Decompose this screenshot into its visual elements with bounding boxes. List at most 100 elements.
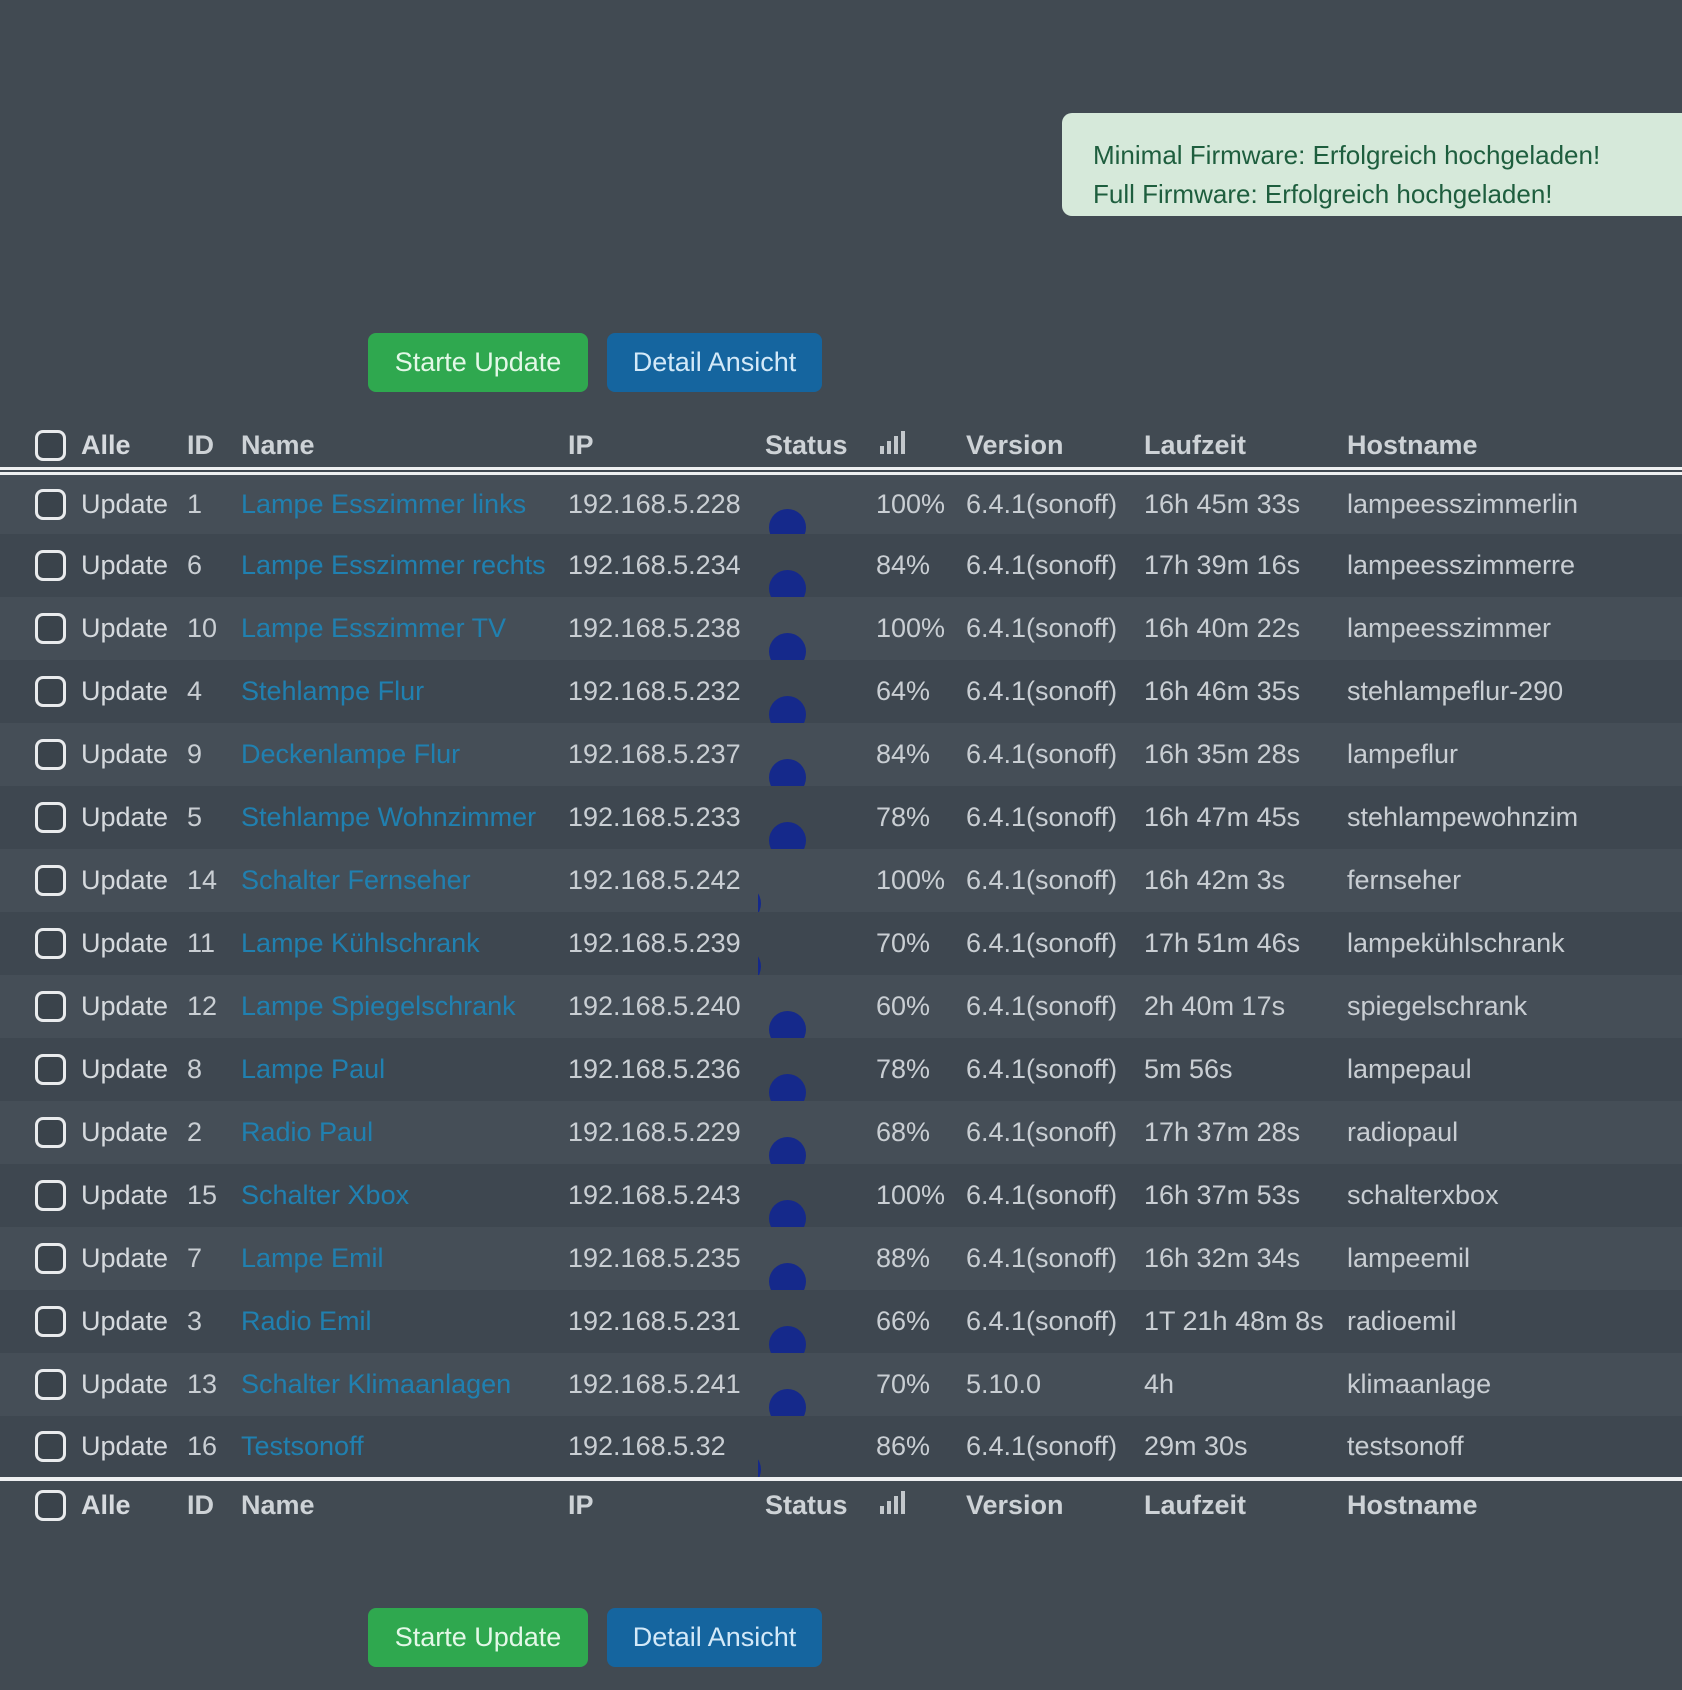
update-checkbox[interactable] — [35, 489, 66, 520]
footer-signal-strength-icon — [876, 1490, 905, 1514]
device-row: Update 1 Lampe Esszimmer links 192.168.5… — [0, 471, 1682, 534]
device-ip: 192.168.5.239 — [568, 928, 741, 958]
device-row: Update 13 Schalter Klimaanlagen 192.168.… — [0, 1353, 1682, 1416]
device-id: 12 — [187, 991, 218, 1021]
footer-status: Status — [758, 1477, 868, 1529]
device-name-link[interactable]: Schalter Klimaanlagen — [241, 1369, 512, 1399]
footer-select-all-checkbox[interactable] — [35, 1489, 66, 1521]
device-hostname: radioemil — [1347, 1306, 1457, 1336]
update-label: Update — [81, 1117, 169, 1147]
device-id: 4 — [187, 676, 203, 706]
toggle-knob — [758, 884, 761, 912]
device-row: Update 6 Lampe Esszimmer rechts 192.168.… — [0, 534, 1682, 597]
update-label: Update — [81, 1369, 169, 1399]
device-hostname: lampepaul — [1347, 1054, 1472, 1084]
detail-view-button[interactable]: Detail Ansicht — [607, 333, 822, 392]
device-uptime: 16h 35m 28s — [1144, 739, 1301, 769]
update-label: Update — [81, 1054, 169, 1084]
device-row: Update 16 Testsonoff 192.168.5.32 86% 6.… — [0, 1416, 1682, 1479]
update-checkbox[interactable] — [35, 613, 66, 644]
update-label: Update — [81, 865, 169, 895]
update-checkbox[interactable] — [35, 739, 66, 770]
update-checkbox[interactable] — [35, 991, 66, 1022]
device-uptime: 5m 56s — [1144, 1054, 1233, 1084]
device-hostname: lampeemil — [1347, 1243, 1471, 1273]
device-name-link[interactable]: Radio Emil — [241, 1306, 372, 1336]
device-id: 7 — [187, 1243, 203, 1273]
update-checkbox[interactable] — [35, 676, 66, 707]
device-version: 6.4.1(sonoff) — [966, 1306, 1118, 1336]
update-checkbox[interactable] — [35, 1431, 66, 1462]
device-row: Update 9 Deckenlampe Flur 192.168.5.237 … — [0, 723, 1682, 786]
device-name-link[interactable]: Lampe Spiegelschrank — [241, 991, 516, 1021]
device-version: 6.4.1(sonoff) — [966, 613, 1118, 643]
update-checkbox[interactable] — [35, 1306, 66, 1337]
signal-percent: 100% — [876, 865, 946, 895]
device-row: Update 5 Stehlampe Wohnzimmer 192.168.5.… — [0, 786, 1682, 849]
device-hostname: schalterxbox — [1347, 1180, 1499, 1210]
signal-percent: 100% — [876, 1180, 946, 1210]
update-checkbox[interactable] — [35, 1054, 66, 1085]
device-version: 5.10.0 — [966, 1369, 1042, 1399]
device-version: 6.4.1(sonoff) — [966, 1180, 1118, 1210]
toggle-knob — [769, 821, 806, 849]
device-uptime: 16h 32m 34s — [1144, 1243, 1301, 1273]
device-hostname: lampeesszimmerlin — [1347, 489, 1579, 519]
device-name-link[interactable]: Lampe Kühlschrank — [241, 928, 480, 958]
device-name-link[interactable]: Schalter Xbox — [241, 1180, 410, 1210]
update-label: Update — [81, 802, 169, 832]
device-ip: 192.168.5.229 — [568, 1117, 741, 1147]
device-name-link[interactable]: Lampe Esszimmer TV — [241, 613, 507, 643]
device-name-link[interactable]: Radio Paul — [241, 1117, 374, 1147]
device-name-link[interactable]: Lampe Esszimmer rechts — [241, 550, 546, 580]
device-row: Update 15 Schalter Xbox 192.168.5.243 10… — [0, 1164, 1682, 1227]
device-uptime: 1T 21h 48m 8s — [1144, 1306, 1324, 1336]
device-id: 11 — [187, 928, 216, 958]
notification-line-minimal: Minimal Firmware: Erfolgreich hochgelade… — [1093, 140, 1601, 170]
update-label: Update — [81, 928, 169, 958]
toggle-knob — [769, 1325, 806, 1353]
toggle-knob — [758, 947, 761, 975]
detail-view-button-bottom[interactable]: Detail Ansicht — [607, 1608, 822, 1667]
device-hostname: lampekühlschrank — [1347, 928, 1565, 958]
device-uptime: 29m 30s — [1144, 1431, 1248, 1461]
header-uptime: Laufzeit — [1138, 423, 1341, 475]
start-update-button-bottom[interactable]: Starte Update — [368, 1608, 588, 1667]
device-ip: 192.168.5.232 — [568, 676, 741, 706]
signal-strength-icon — [876, 430, 905, 454]
update-label: Update — [81, 613, 169, 643]
device-row: Update 14 Schalter Fernseher 192.168.5.2… — [0, 849, 1682, 912]
update-checkbox[interactable] — [35, 865, 66, 896]
signal-percent: 100% — [876, 489, 946, 519]
select-all-checkbox[interactable] — [35, 429, 66, 461]
footer-name: Name — [237, 1477, 562, 1529]
device-version: 6.4.1(sonoff) — [966, 739, 1118, 769]
device-name-link[interactable]: Lampe Emil — [241, 1243, 384, 1273]
update-checkbox[interactable] — [35, 928, 66, 959]
device-hostname: testsonoff — [1347, 1431, 1464, 1461]
device-name-link[interactable]: Stehlampe Wohnzimmer — [241, 802, 537, 832]
update-checkbox[interactable] — [35, 802, 66, 833]
device-id: 13 — [187, 1369, 218, 1399]
device-hostname: klimaanlage — [1347, 1369, 1492, 1399]
update-checkbox[interactable] — [35, 1117, 66, 1148]
update-checkbox[interactable] — [35, 1369, 66, 1400]
device-uptime: 17h 39m 16s — [1144, 550, 1301, 580]
device-row: Update 7 Lampe Emil 192.168.5.235 88% 6.… — [0, 1227, 1682, 1290]
update-checkbox[interactable] — [35, 550, 66, 581]
header-ip: IP — [562, 423, 758, 475]
device-hostname: fernseher — [1347, 865, 1462, 895]
toggle-knob — [769, 1073, 806, 1101]
update-checkbox[interactable] — [35, 1180, 66, 1211]
device-name-link[interactable]: Lampe Esszimmer links — [241, 489, 527, 519]
update-checkbox[interactable] — [35, 1243, 66, 1274]
signal-percent: 68% — [876, 1117, 931, 1147]
device-name-link[interactable]: Deckenlampe Flur — [241, 739, 461, 769]
start-update-button[interactable]: Starte Update — [368, 333, 588, 392]
device-name-link[interactable]: Testsonoff — [241, 1431, 364, 1461]
device-name-link[interactable]: Lampe Paul — [241, 1054, 386, 1084]
device-ip: 192.168.5.242 — [568, 865, 741, 895]
device-name-link[interactable]: Schalter Fernseher — [241, 865, 471, 895]
device-name-link[interactable]: Stehlampe Flur — [241, 676, 425, 706]
signal-percent: 78% — [876, 802, 931, 832]
